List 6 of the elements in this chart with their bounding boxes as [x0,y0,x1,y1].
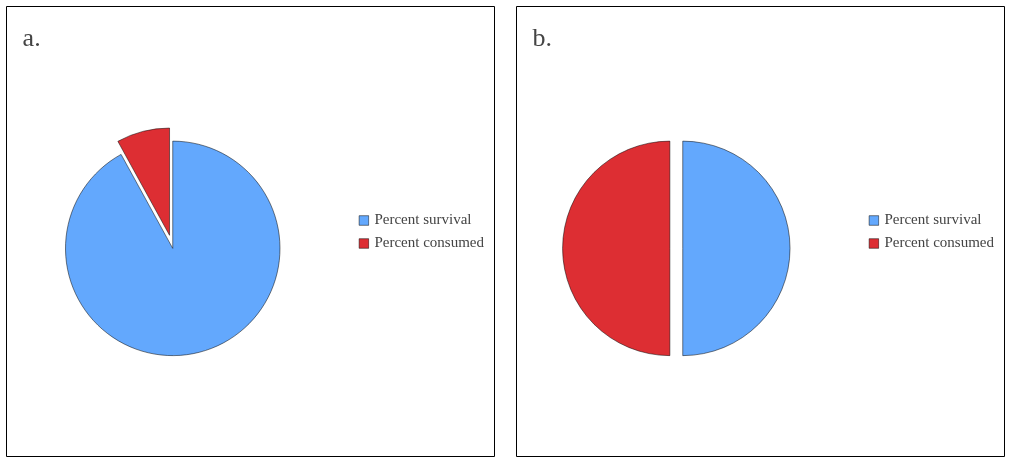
legend-label: Percent consumed [884,234,994,251]
legend-label: Percent consumed [374,234,484,251]
legend-label: Percent survival [884,211,982,228]
chart-title: a. [22,22,41,52]
legend-label: Percent survival [374,211,472,228]
chart-title: b. [532,22,553,52]
